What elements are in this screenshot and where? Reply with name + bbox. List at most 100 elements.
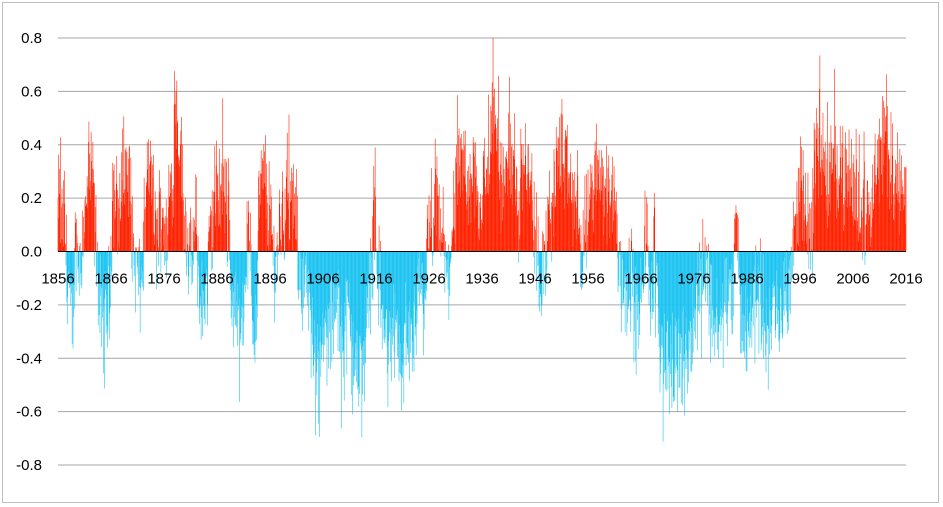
- bar: [816, 123, 818, 252]
- bar: [342, 251, 344, 337]
- bar: [243, 251, 244, 345]
- x-tick-label: 1986: [730, 271, 763, 288]
- bar: [144, 209, 146, 252]
- bar: [733, 251, 734, 254]
- bar: [110, 251, 111, 308]
- bar: [403, 251, 405, 404]
- bar: [368, 251, 369, 284]
- bar: [394, 251, 396, 293]
- bar: [895, 176, 897, 252]
- bar: [293, 193, 295, 252]
- bar: [780, 251, 781, 289]
- bar: [390, 251, 392, 336]
- bar: [548, 209, 550, 252]
- bar: [467, 201, 469, 252]
- bar: [818, 160, 819, 252]
- bar: [537, 251, 538, 253]
- bar: [851, 139, 852, 252]
- bar: [765, 251, 766, 356]
- bar: [674, 251, 675, 401]
- bar: [113, 164, 115, 252]
- bar: [359, 251, 361, 337]
- bar: [74, 212, 76, 252]
- bar: [483, 177, 485, 252]
- bar: [834, 181, 836, 252]
- bar: [301, 251, 303, 307]
- bar: [767, 251, 768, 326]
- bar: [377, 251, 379, 289]
- bar: [551, 193, 553, 252]
- bar: [277, 244, 279, 252]
- bar: [71, 251, 73, 345]
- bar: [385, 251, 387, 310]
- bar: [69, 251, 71, 278]
- bar: [598, 174, 599, 252]
- bar: [695, 251, 697, 310]
- bar: [749, 251, 750, 313]
- bar: [215, 165, 217, 252]
- bar: [175, 91, 177, 252]
- bar: [650, 251, 652, 336]
- bar: [268, 230, 269, 252]
- bar: [846, 149, 847, 252]
- bar: [350, 251, 352, 342]
- bar: [440, 208, 441, 252]
- bar: [478, 237, 479, 252]
- bar: [782, 251, 783, 339]
- bar: [434, 225, 436, 252]
- bar: [203, 251, 205, 292]
- x-tick-label: 1976: [677, 271, 710, 288]
- bar: [414, 251, 416, 287]
- bar: [391, 251, 393, 329]
- bar: [64, 243, 66, 252]
- bar: [296, 169, 297, 252]
- bar: [292, 180, 294, 252]
- bar: [465, 191, 467, 252]
- bar: [303, 251, 305, 269]
- bar: [566, 137, 567, 252]
- bar: [73, 251, 75, 285]
- bar: [573, 200, 575, 252]
- bar: [653, 216, 655, 252]
- bar: [807, 172, 809, 252]
- bar: [352, 251, 354, 322]
- bar: [426, 204, 428, 252]
- bar: [425, 251, 427, 301]
- bar: [204, 251, 206, 325]
- bar: [855, 128, 857, 252]
- bar: [389, 251, 390, 333]
- bar: [280, 239, 281, 252]
- bar: [145, 249, 147, 252]
- bar: [649, 251, 651, 290]
- bar: [480, 193, 481, 252]
- bar: [332, 251, 334, 282]
- bar: [372, 216, 373, 252]
- bar: [148, 139, 149, 252]
- bar: [734, 218, 735, 252]
- bar: [390, 251, 391, 362]
- bar: [612, 156, 614, 252]
- bar: [451, 245, 452, 252]
- bar: [90, 132, 92, 252]
- bar: [145, 206, 146, 252]
- bar: [487, 156, 489, 252]
- bar: [188, 245, 190, 252]
- bar: [307, 251, 309, 298]
- bar: [421, 251, 423, 296]
- bar: [644, 190, 646, 252]
- y-tick-label: 0.8: [21, 30, 42, 47]
- bar: [730, 251, 732, 321]
- bar: [69, 251, 70, 289]
- bar: [876, 184, 878, 252]
- bar: [430, 200, 432, 252]
- bar: [886, 131, 888, 252]
- bar: [871, 227, 872, 252]
- bar: [515, 201, 517, 252]
- bar: [208, 215, 210, 252]
- bar: [797, 167, 799, 252]
- bar: [865, 213, 867, 252]
- bar: [583, 251, 584, 256]
- bar: [710, 251, 712, 266]
- bar: [356, 251, 358, 350]
- bar: [340, 251, 341, 327]
